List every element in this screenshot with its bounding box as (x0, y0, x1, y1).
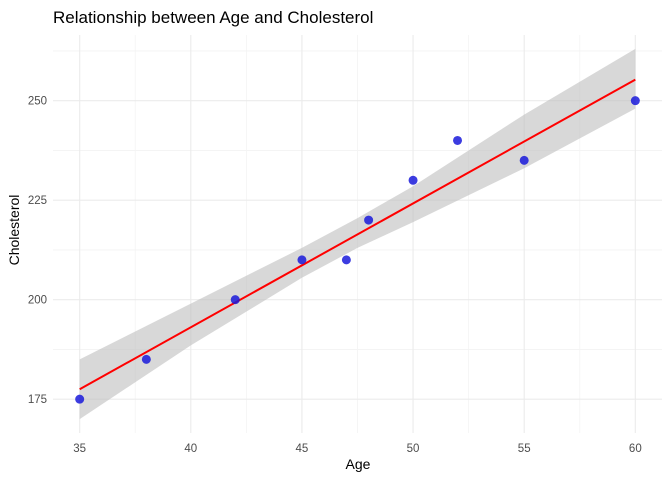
data-point (141, 354, 151, 364)
x-tick-labels: 35 40 45 50 55 60 (73, 443, 641, 455)
y-axis-title: Cholesterol (6, 195, 22, 266)
y-tick-label: 200 (28, 295, 47, 307)
fit-line-group (79, 78, 636, 391)
y-tick-label: 225 (28, 195, 47, 207)
points-group (75, 96, 640, 404)
y-tick-label: 250 (28, 96, 47, 108)
x-tick-label: 55 (518, 443, 531, 455)
data-point (453, 135, 463, 145)
data-point (408, 175, 418, 185)
data-point (519, 155, 529, 165)
data-point (297, 255, 307, 265)
x-tick-label: 35 (73, 443, 86, 455)
x-tick-label: 40 (184, 443, 197, 455)
data-point (341, 255, 351, 265)
x-tick-label: 45 (296, 443, 309, 455)
chart-title: Relationship between Age and Cholesterol (53, 8, 373, 27)
y-tick-label: 175 (28, 394, 47, 406)
data-point (364, 215, 374, 225)
data-point (630, 96, 640, 106)
data-point (75, 394, 85, 404)
x-axis-title: Age (346, 456, 371, 472)
fit-line (79, 78, 636, 391)
y-tick-labels: 175 200 225 250 (28, 96, 47, 407)
data-point (230, 295, 240, 305)
x-tick-label: 60 (629, 443, 642, 455)
x-tick-label: 50 (407, 443, 420, 455)
